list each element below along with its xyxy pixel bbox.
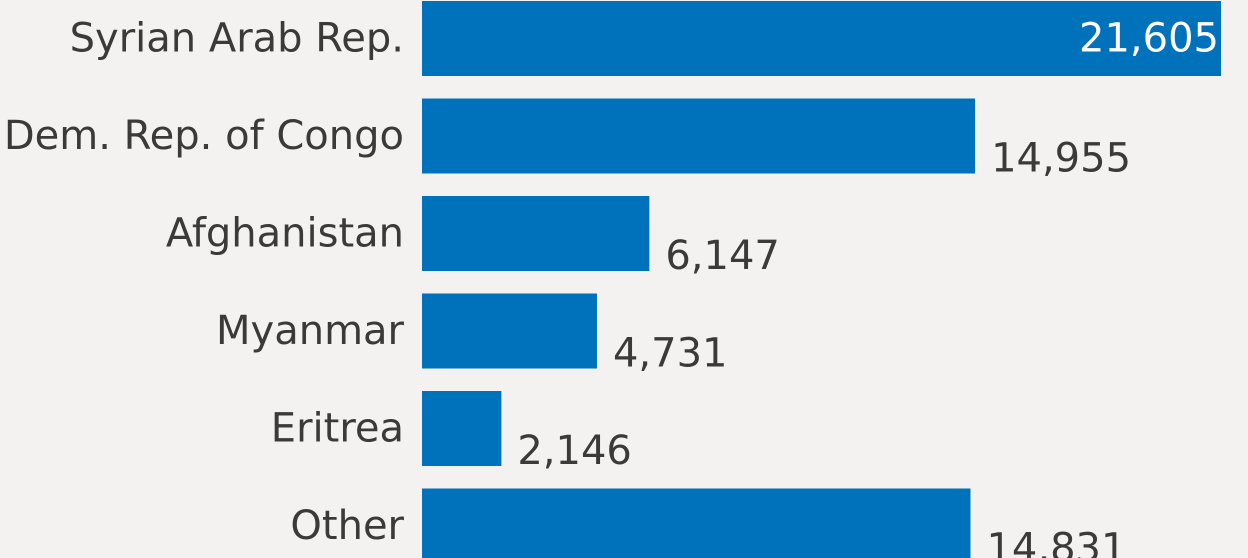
bar [422, 98, 976, 174]
category-label: Syrian Arab Rep. [70, 16, 404, 62]
bar [422, 488, 971, 558]
bar [422, 293, 597, 369]
bar [422, 196, 650, 271]
bars-group [422, 1, 1221, 558]
value-label: 4,731 [613, 331, 728, 377]
bar [422, 1, 1221, 76]
category-label: Afghanistan [166, 211, 404, 257]
category-label: Myanmar [216, 308, 405, 354]
value-labels-group: 21,605 14,955 6,147 4,731 2,146 14,831 [517, 16, 1219, 558]
value-label: 2,146 [517, 428, 632, 474]
category-label: Dem. Rep. of Congo [4, 113, 404, 159]
bar [422, 391, 502, 466]
category-label: Eritrea [271, 406, 404, 452]
value-label: 14,831 [986, 526, 1126, 558]
category-label: Other [290, 503, 404, 549]
value-label: 14,955 [991, 136, 1131, 182]
category-labels-group: Syrian Arab Rep. Dem. Rep. of Congo Afghan… [4, 16, 405, 550]
value-label: 21,605 [1079, 16, 1219, 62]
value-label: 6,147 [665, 233, 780, 279]
